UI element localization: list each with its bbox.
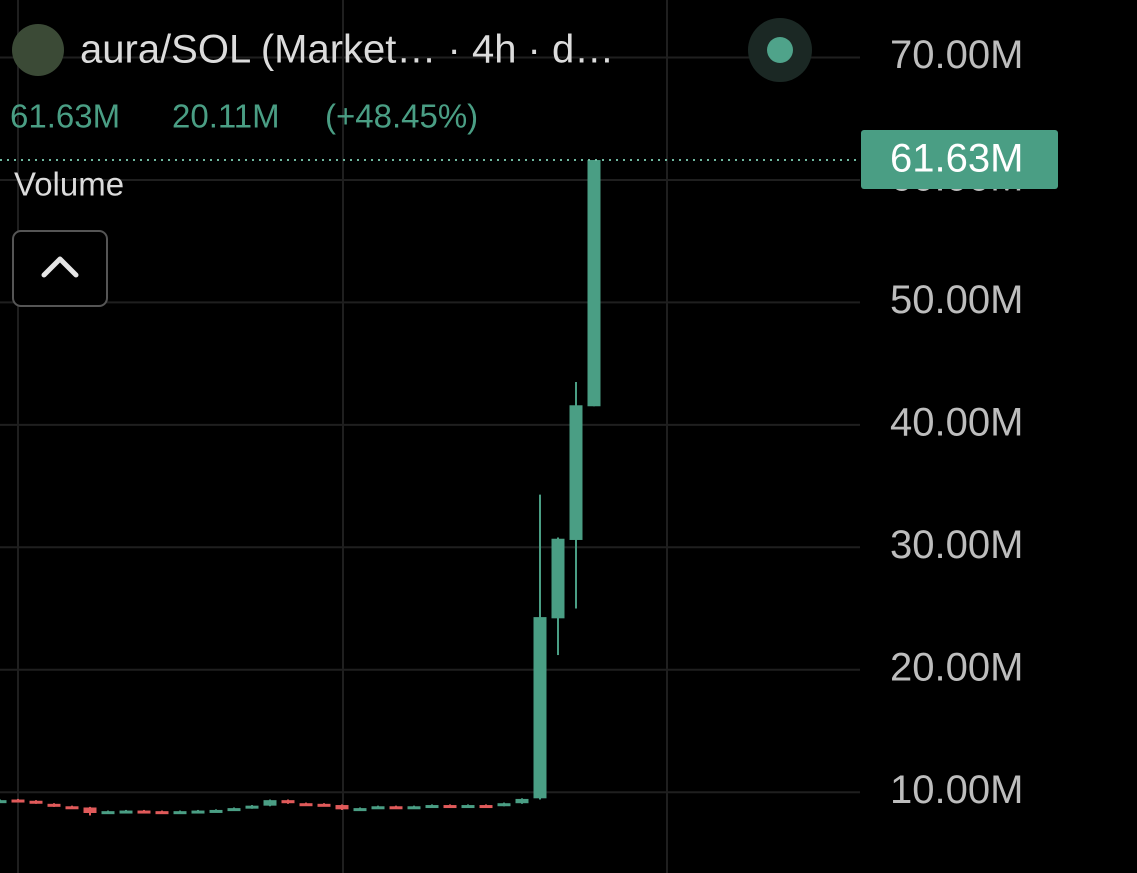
plot-area (0, 56, 860, 816)
button-frame[interactable] (12, 230, 108, 307)
candle-body (101, 811, 115, 815)
candle-body (263, 800, 277, 806)
change-value: 20.11M (172, 98, 280, 135)
candle-body (353, 808, 367, 812)
candle-body (371, 806, 385, 810)
candle-body (245, 805, 259, 809)
candle-body (389, 806, 403, 810)
candle-body (137, 810, 151, 814)
candle-body (0, 800, 7, 804)
candle-body (65, 806, 79, 810)
candle-body (335, 805, 349, 810)
candle-body (425, 805, 439, 809)
candle-body (551, 538, 565, 619)
candle-body (281, 800, 295, 804)
candle-body (173, 811, 187, 815)
token-icon (12, 24, 64, 76)
candle-body (119, 810, 133, 814)
change-percent: (+48.45%) (325, 98, 478, 135)
candle-body (191, 810, 205, 814)
candle-body (29, 800, 43, 804)
collapse-button[interactable] (12, 230, 108, 307)
chart-title: aura/SOL (Market… · 4h · d… (80, 28, 614, 72)
candle-body (497, 803, 511, 807)
candle-body (227, 808, 241, 812)
candle-body (299, 803, 313, 807)
candle-body (587, 160, 601, 407)
candle-body (407, 806, 421, 810)
candle-body (83, 807, 97, 814)
candle-body (515, 798, 529, 804)
candle-body (209, 809, 223, 813)
chevron-up[interactable] (41, 256, 79, 278)
y-tick-label: 50.00M (890, 278, 1023, 322)
candle-body (47, 803, 61, 807)
last-value: 61.63M (10, 98, 120, 135)
status-dot (767, 37, 793, 63)
candle-body (533, 617, 547, 799)
y-tick-label: 40.00M (890, 400, 1023, 444)
candle-body (155, 811, 169, 815)
y-tick-label: 20.00M (890, 645, 1023, 689)
candle-body (443, 805, 457, 809)
candle-body (479, 805, 493, 809)
candle-body (569, 405, 583, 540)
candle-body (461, 805, 475, 809)
candle-body (317, 803, 331, 807)
candle-body (11, 799, 25, 803)
y-tick-label: 70.00M (890, 33, 1023, 77)
indicator-label: Volume (14, 166, 124, 203)
last-price-badge (861, 130, 1058, 190)
last-price-label: 61.63M (890, 137, 1023, 181)
y-tick-label: 10.00M (890, 768, 1023, 812)
y-tick-label: 30.00M (890, 523, 1023, 567)
